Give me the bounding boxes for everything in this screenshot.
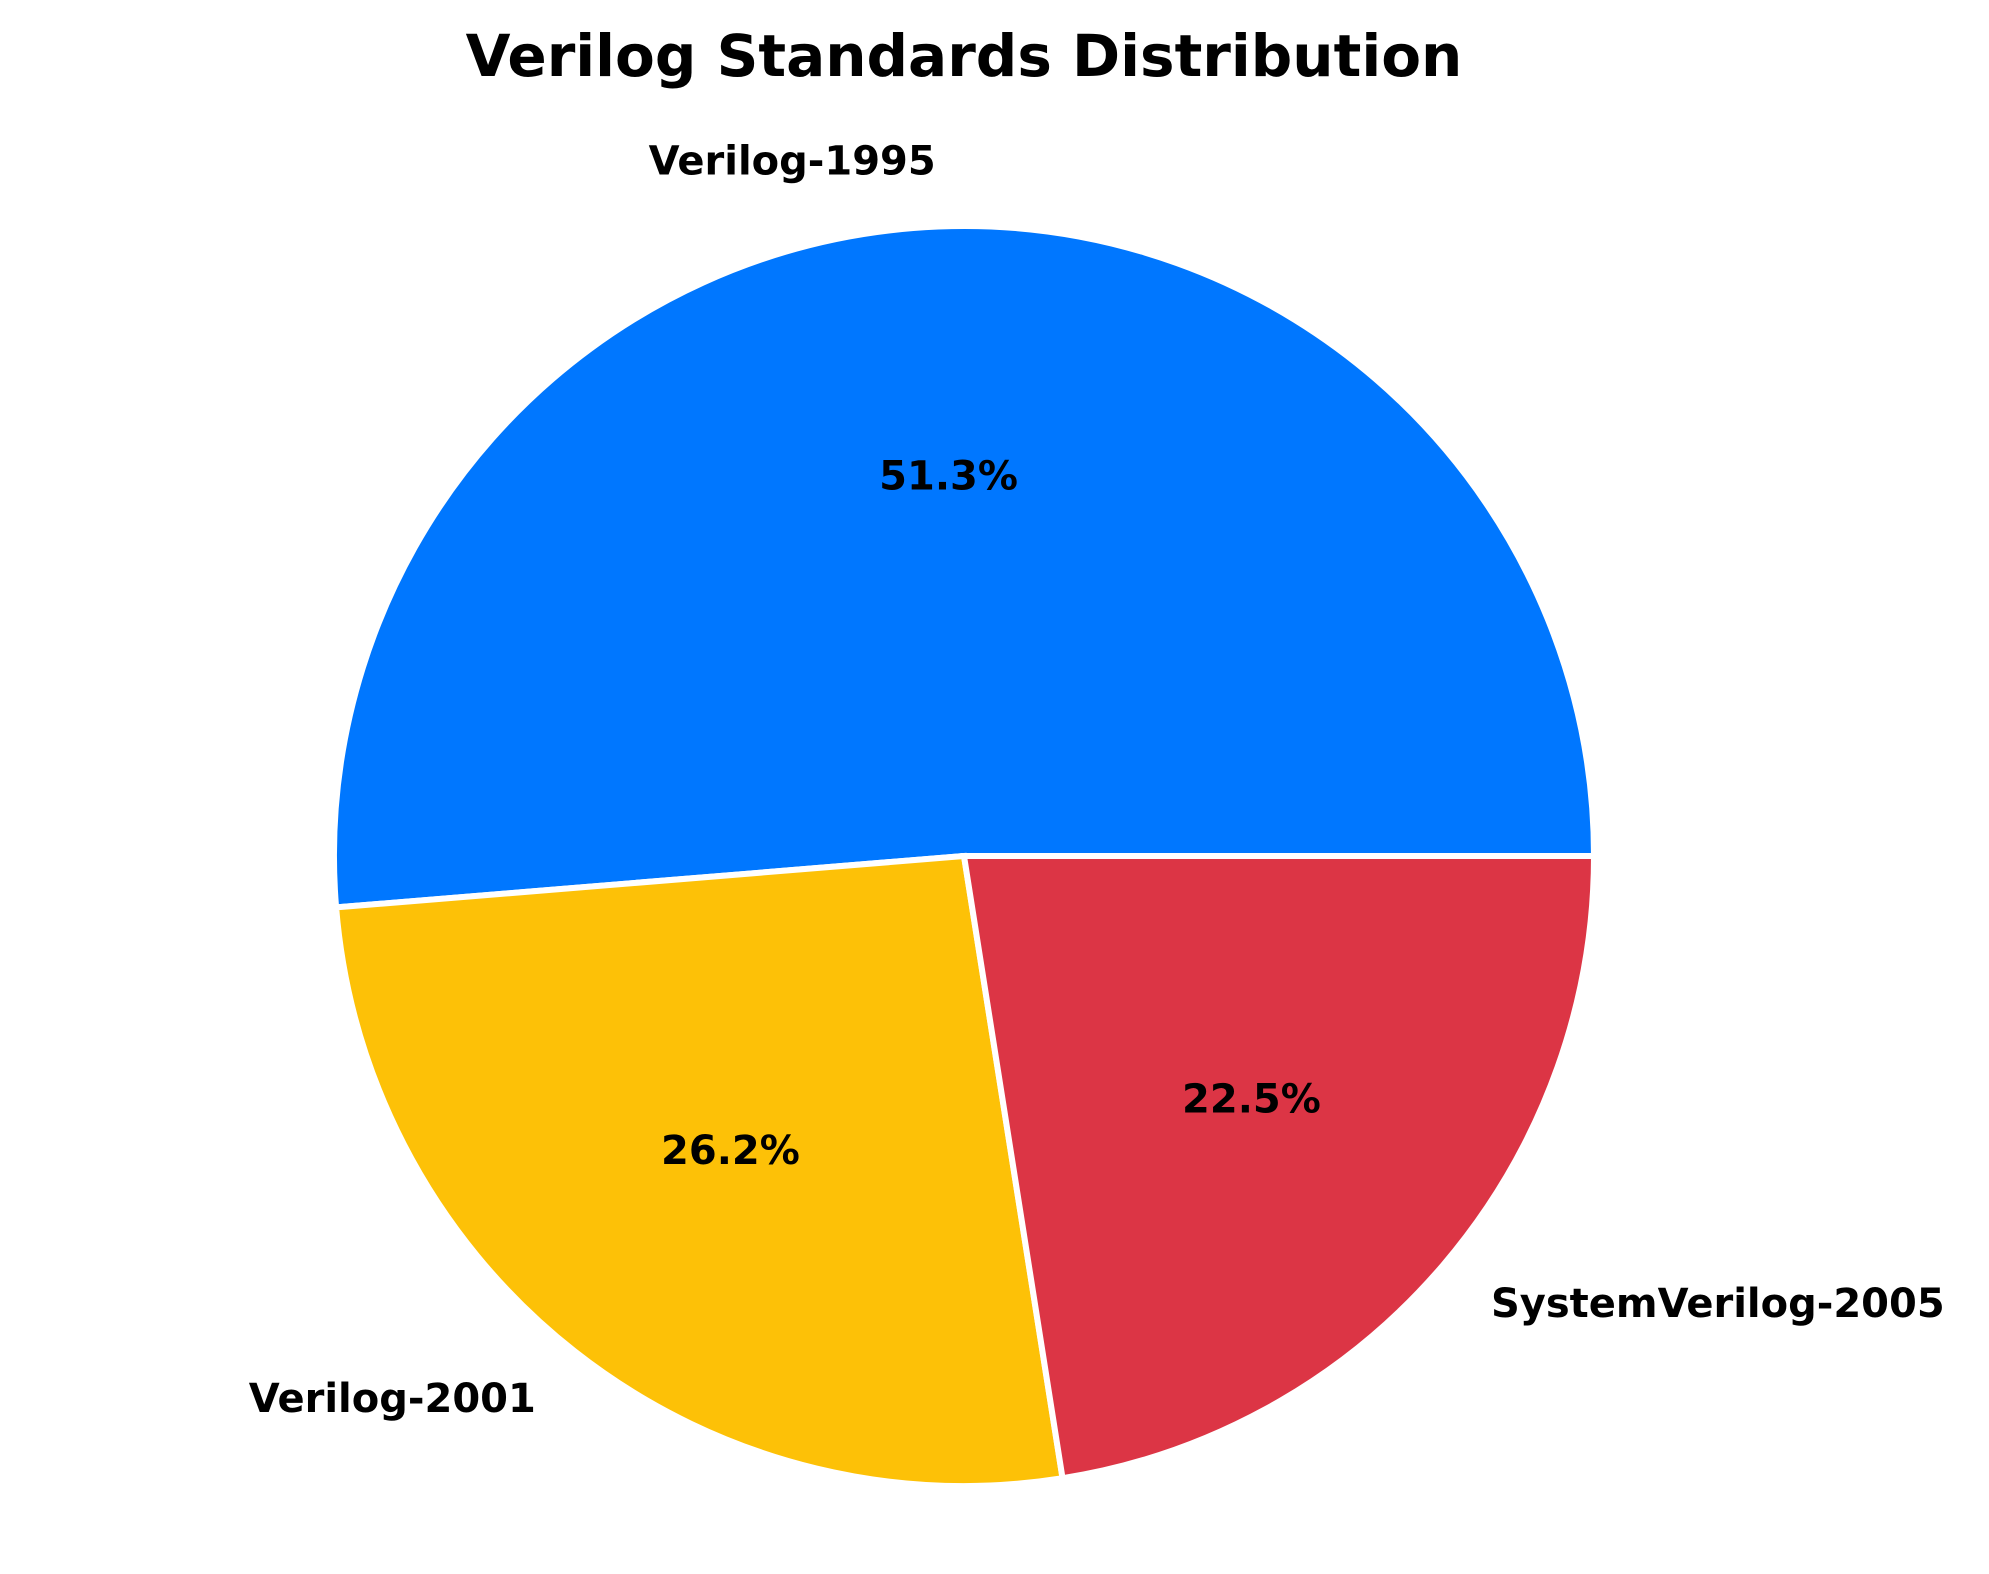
percent-label-verilog-2001: 26.2% xyxy=(661,1128,800,1174)
slice-label-verilog-1995: Verilog-1995 xyxy=(649,139,936,185)
slice-label-systemverilog-2005: SystemVerilog-2005 xyxy=(1491,1281,1945,1327)
chart-title: Verilog Standards Distribution xyxy=(466,22,1463,90)
percent-label-systemverilog-2005: 22.5% xyxy=(1182,1076,1321,1122)
pie-slice-verilog-1995 xyxy=(331,223,1598,911)
slice-label-verilog-2001: Verilog-2001 xyxy=(249,1376,536,1422)
pie-slice-systemverilog-2005 xyxy=(960,853,1598,1482)
pie-slice-verilog-2001 xyxy=(332,852,1066,1489)
pie-labels: Verilog-1995 51.3% Verilog-2001 26.2% System… xyxy=(249,139,1945,1422)
pie-slices xyxy=(331,223,1598,1489)
percent-label-verilog-1995: 51.3% xyxy=(879,453,1018,499)
